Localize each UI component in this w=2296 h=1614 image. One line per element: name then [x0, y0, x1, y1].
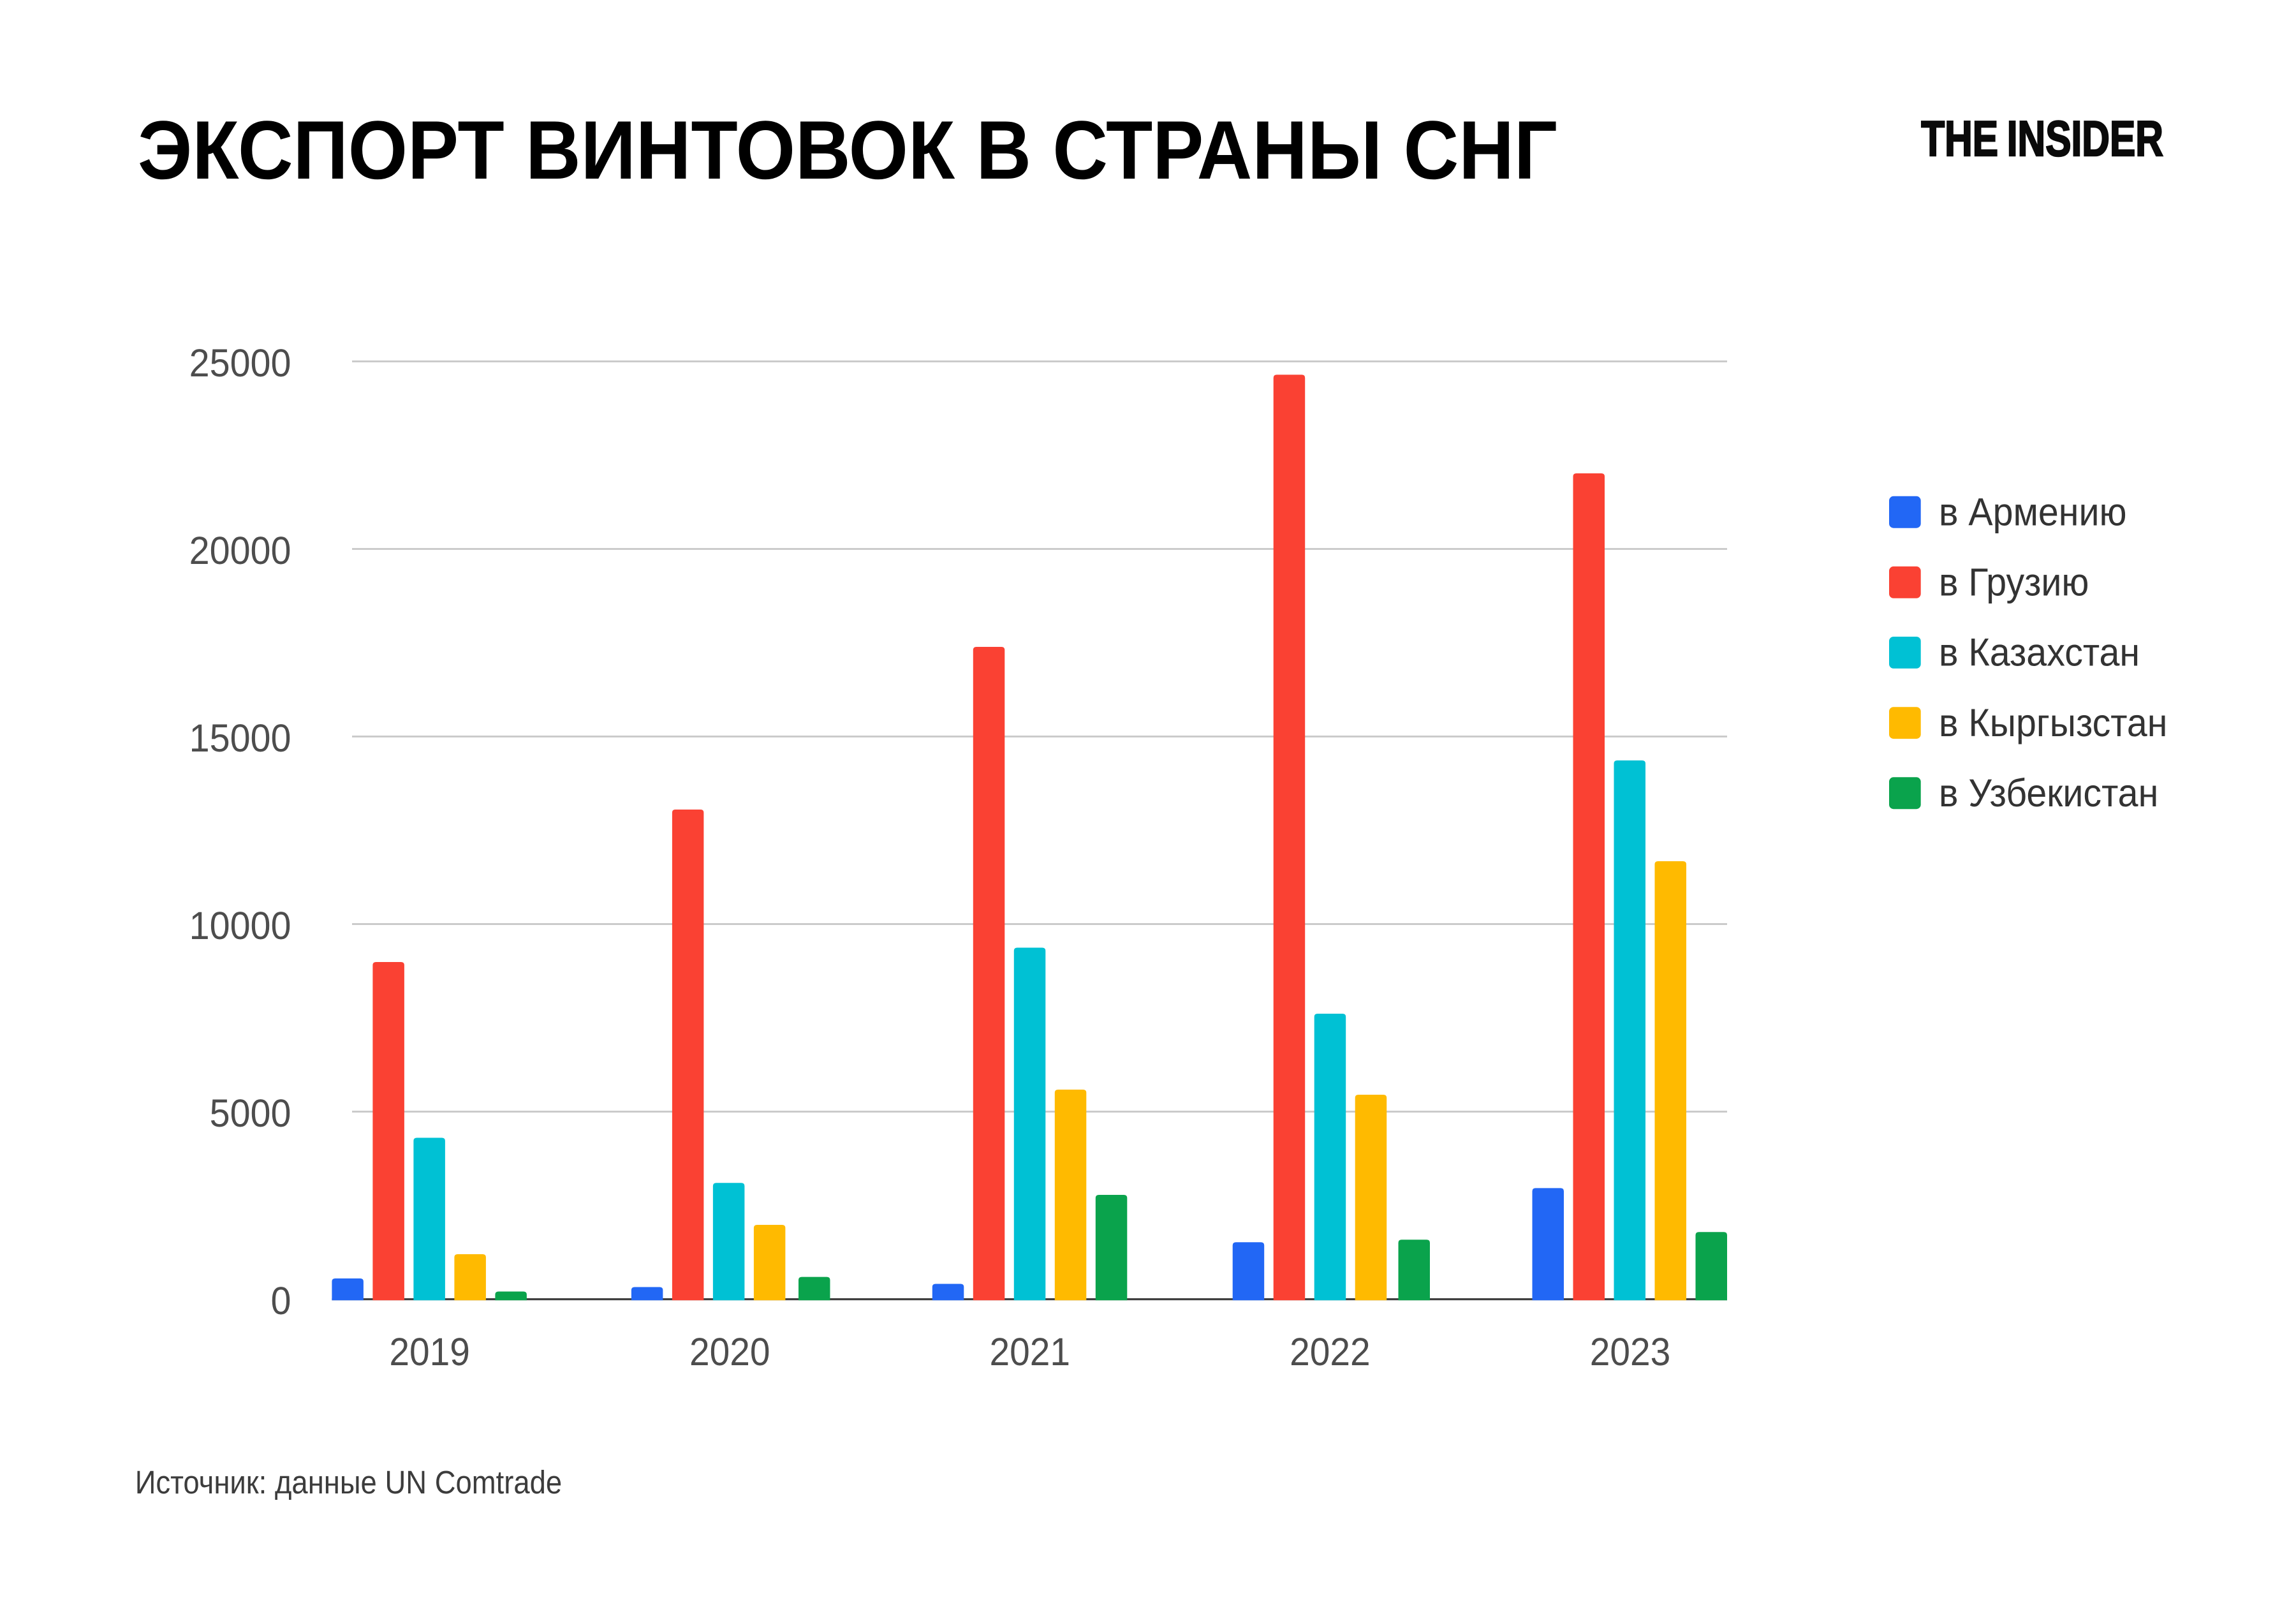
svg-text:в Узбекистан: в Узбекистан — [1939, 771, 2158, 815]
svg-text:10000: 10000 — [189, 903, 291, 947]
svg-text:25000: 25000 — [189, 341, 291, 385]
svg-text:ЭКСПОРТ ВИНТОВОК В СТРАНЫ СНГ: ЭКСПОРТ ВИНТОВОК В СТРАНЫ СНГ — [138, 104, 1557, 197]
svg-text:в Грузию: в Грузию — [1939, 560, 2089, 604]
svg-text:в Кыргызстан: в Кыргызстан — [1939, 700, 2167, 744]
svg-text:в Армению: в Армению — [1939, 490, 2126, 534]
svg-text:2020: 2020 — [689, 1329, 770, 1374]
svg-text:THE INSIDER: THE INSIDER — [1921, 111, 2163, 167]
svg-text:2023: 2023 — [1590, 1329, 1671, 1374]
svg-text:2022: 2022 — [1290, 1329, 1371, 1374]
svg-text:в Казахстан: в Казахстан — [1939, 630, 2140, 674]
svg-text:Источник: данные UN Comtrade: Источник: данные UN Comtrade — [135, 1465, 562, 1501]
svg-text:2019: 2019 — [389, 1329, 470, 1374]
svg-text:5000: 5000 — [210, 1091, 291, 1135]
svg-text:20000: 20000 — [189, 528, 291, 572]
svg-text:0: 0 — [271, 1278, 291, 1322]
svg-text:2021: 2021 — [990, 1329, 1071, 1374]
svg-text:15000: 15000 — [189, 716, 291, 760]
